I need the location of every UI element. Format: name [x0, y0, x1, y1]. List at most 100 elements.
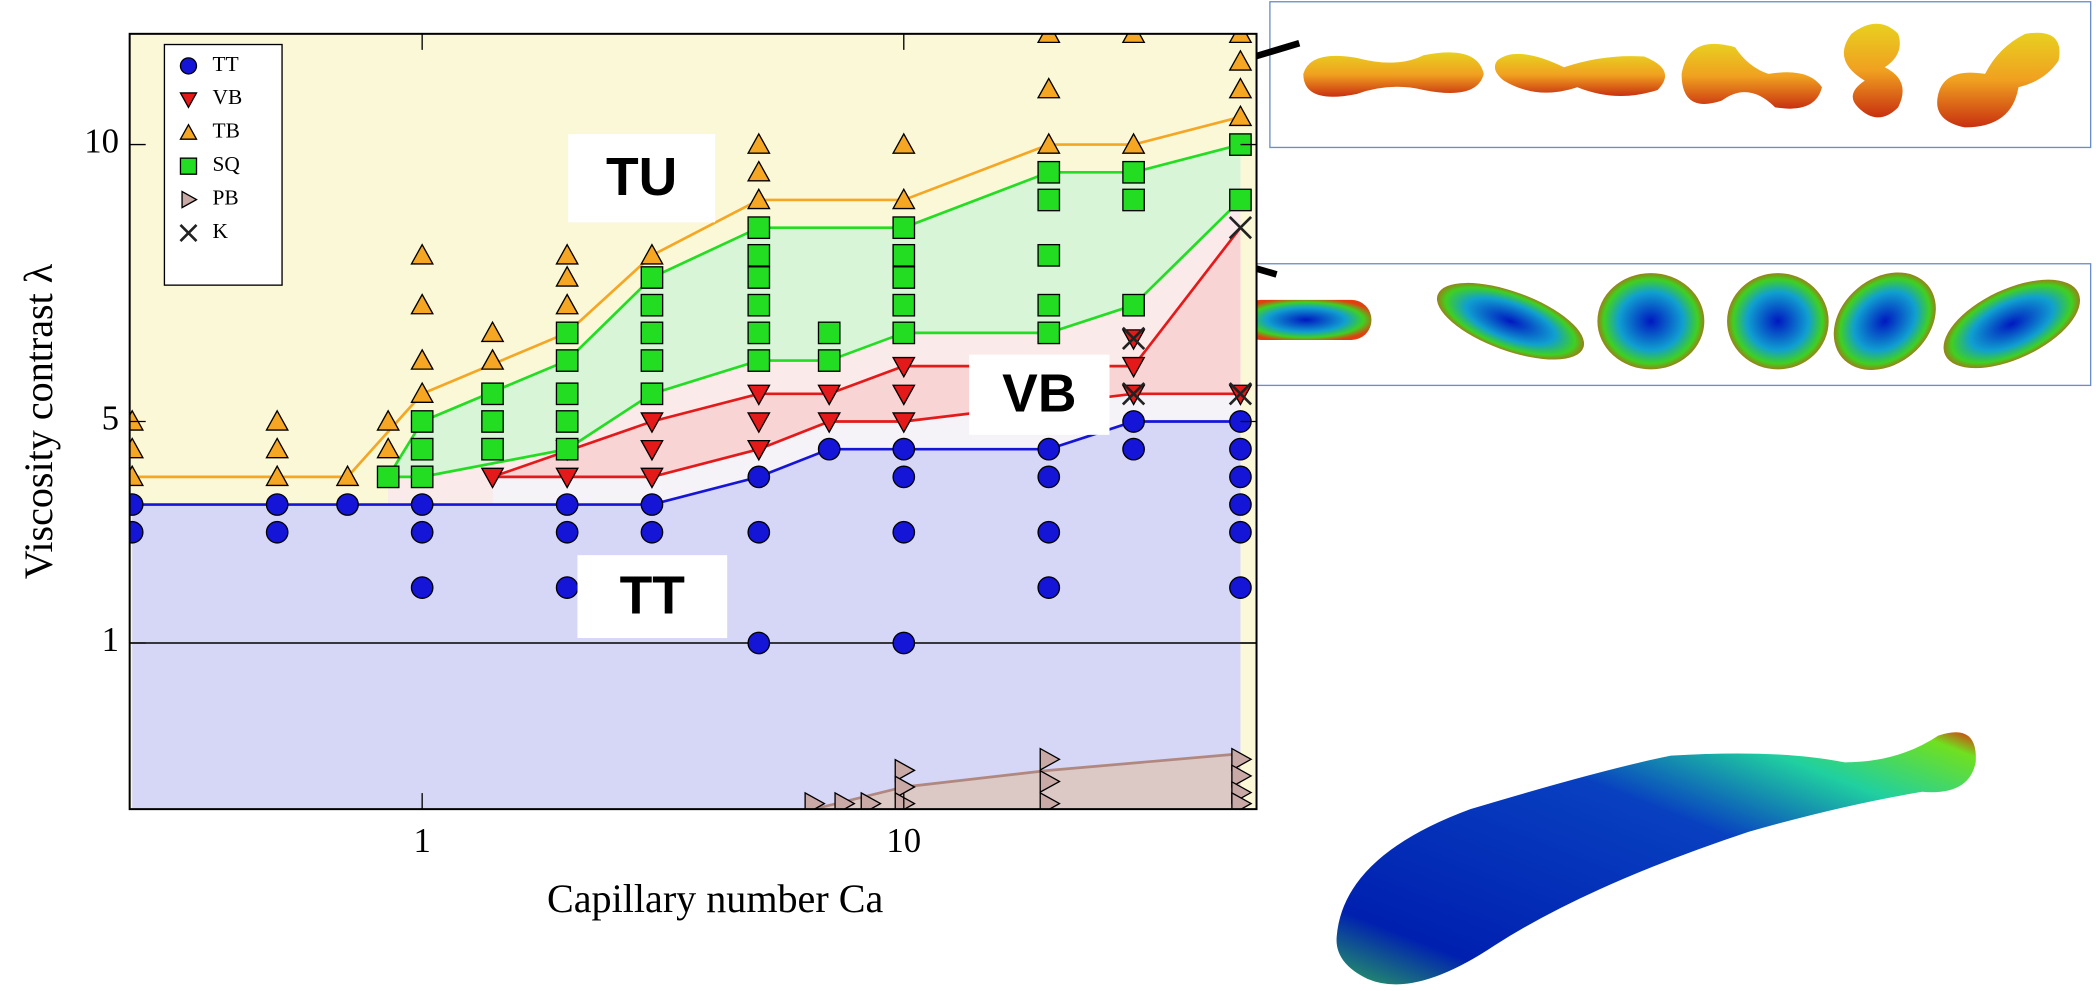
marker — [747, 631, 771, 655]
marker — [747, 321, 771, 345]
marker — [1231, 764, 1253, 788]
marker — [555, 410, 579, 433]
marker — [1231, 747, 1253, 772]
marker — [892, 266, 916, 289]
marker — [265, 464, 290, 487]
marker — [1228, 33, 1253, 44]
marker — [481, 410, 504, 433]
marker — [817, 437, 841, 461]
marker — [129, 409, 145, 431]
marker — [1229, 465, 1252, 489]
marker — [640, 321, 664, 345]
legend-label: K — [213, 219, 229, 243]
marker — [892, 631, 916, 655]
boundary-line — [132, 115, 1241, 479]
legend-label: TB — [213, 119, 240, 143]
legend-label: TT — [213, 52, 239, 76]
marker — [1228, 382, 1253, 406]
marker — [1037, 188, 1061, 212]
marker — [892, 465, 916, 489]
marker — [129, 437, 145, 459]
marker — [410, 493, 434, 516]
marker — [640, 266, 664, 289]
marker — [265, 520, 289, 544]
marker — [410, 465, 434, 489]
legend-label: SQ — [213, 152, 241, 176]
marker — [555, 467, 579, 489]
marker — [891, 356, 916, 379]
marker — [640, 520, 664, 544]
marker — [1122, 410, 1145, 433]
marker — [892, 321, 916, 345]
annotation: TT — [620, 566, 686, 625]
marker — [817, 412, 842, 434]
legend-label: VB — [213, 85, 243, 109]
marker — [410, 243, 434, 265]
marker — [410, 410, 434, 433]
marker — [336, 493, 359, 516]
marker — [640, 243, 664, 265]
marker — [1229, 576, 1252, 599]
marker — [129, 520, 144, 544]
marker — [179, 224, 198, 242]
annotation-box — [969, 354, 1110, 435]
x-tick-label: 1 — [413, 821, 430, 860]
marker — [555, 576, 579, 599]
y-axis-label: Viscosity contrast λ — [16, 263, 61, 579]
marker — [265, 409, 290, 431]
marker — [747, 349, 771, 372]
marker — [1037, 293, 1061, 317]
marker — [179, 57, 198, 75]
y-tick-label: 5 — [102, 398, 119, 437]
marker — [555, 382, 579, 406]
marker — [891, 187, 916, 210]
legend-label: PB — [213, 185, 239, 209]
marker — [376, 437, 400, 459]
marker — [265, 493, 289, 516]
marker — [1037, 576, 1061, 599]
marker — [640, 439, 664, 462]
marker — [1036, 33, 1061, 44]
marker — [817, 321, 841, 345]
marker — [640, 349, 664, 372]
marker — [892, 520, 916, 544]
marker — [181, 190, 198, 209]
marker — [746, 132, 771, 154]
marker — [555, 293, 579, 315]
x-tick-label: 10 — [886, 821, 921, 860]
marker — [481, 437, 504, 461]
marker — [1036, 77, 1061, 99]
y-tick-label: 1 — [102, 620, 119, 659]
marker — [410, 437, 434, 461]
marker — [1228, 104, 1253, 127]
plot-area: 1 10 1 5 10 TT VB TB SQ PB K TU VB TT — [84, 32, 1258, 860]
marker — [891, 132, 916, 154]
marker — [1037, 437, 1061, 461]
marker — [892, 216, 916, 240]
marker — [747, 266, 771, 289]
marker — [1037, 321, 1061, 345]
marker — [640, 382, 664, 406]
marker — [480, 467, 505, 489]
marker — [747, 520, 771, 544]
marker — [892, 243, 916, 267]
marker — [817, 349, 841, 372]
marker — [1121, 132, 1146, 154]
marker — [640, 493, 664, 516]
annotation-box — [577, 555, 728, 639]
marker — [640, 412, 664, 434]
marker — [640, 467, 664, 489]
marker — [891, 412, 916, 434]
boundary-line — [813, 752, 1241, 810]
marker — [894, 758, 916, 783]
y-tick-label: 10 — [84, 122, 119, 161]
annotation: VB — [1002, 365, 1076, 424]
annotation: TU — [606, 148, 677, 207]
marker — [1121, 326, 1146, 351]
marker — [376, 465, 400, 489]
boundary-line — [388, 199, 1242, 479]
annotation-box — [568, 134, 716, 223]
marker — [747, 293, 771, 317]
marker — [1229, 188, 1252, 212]
